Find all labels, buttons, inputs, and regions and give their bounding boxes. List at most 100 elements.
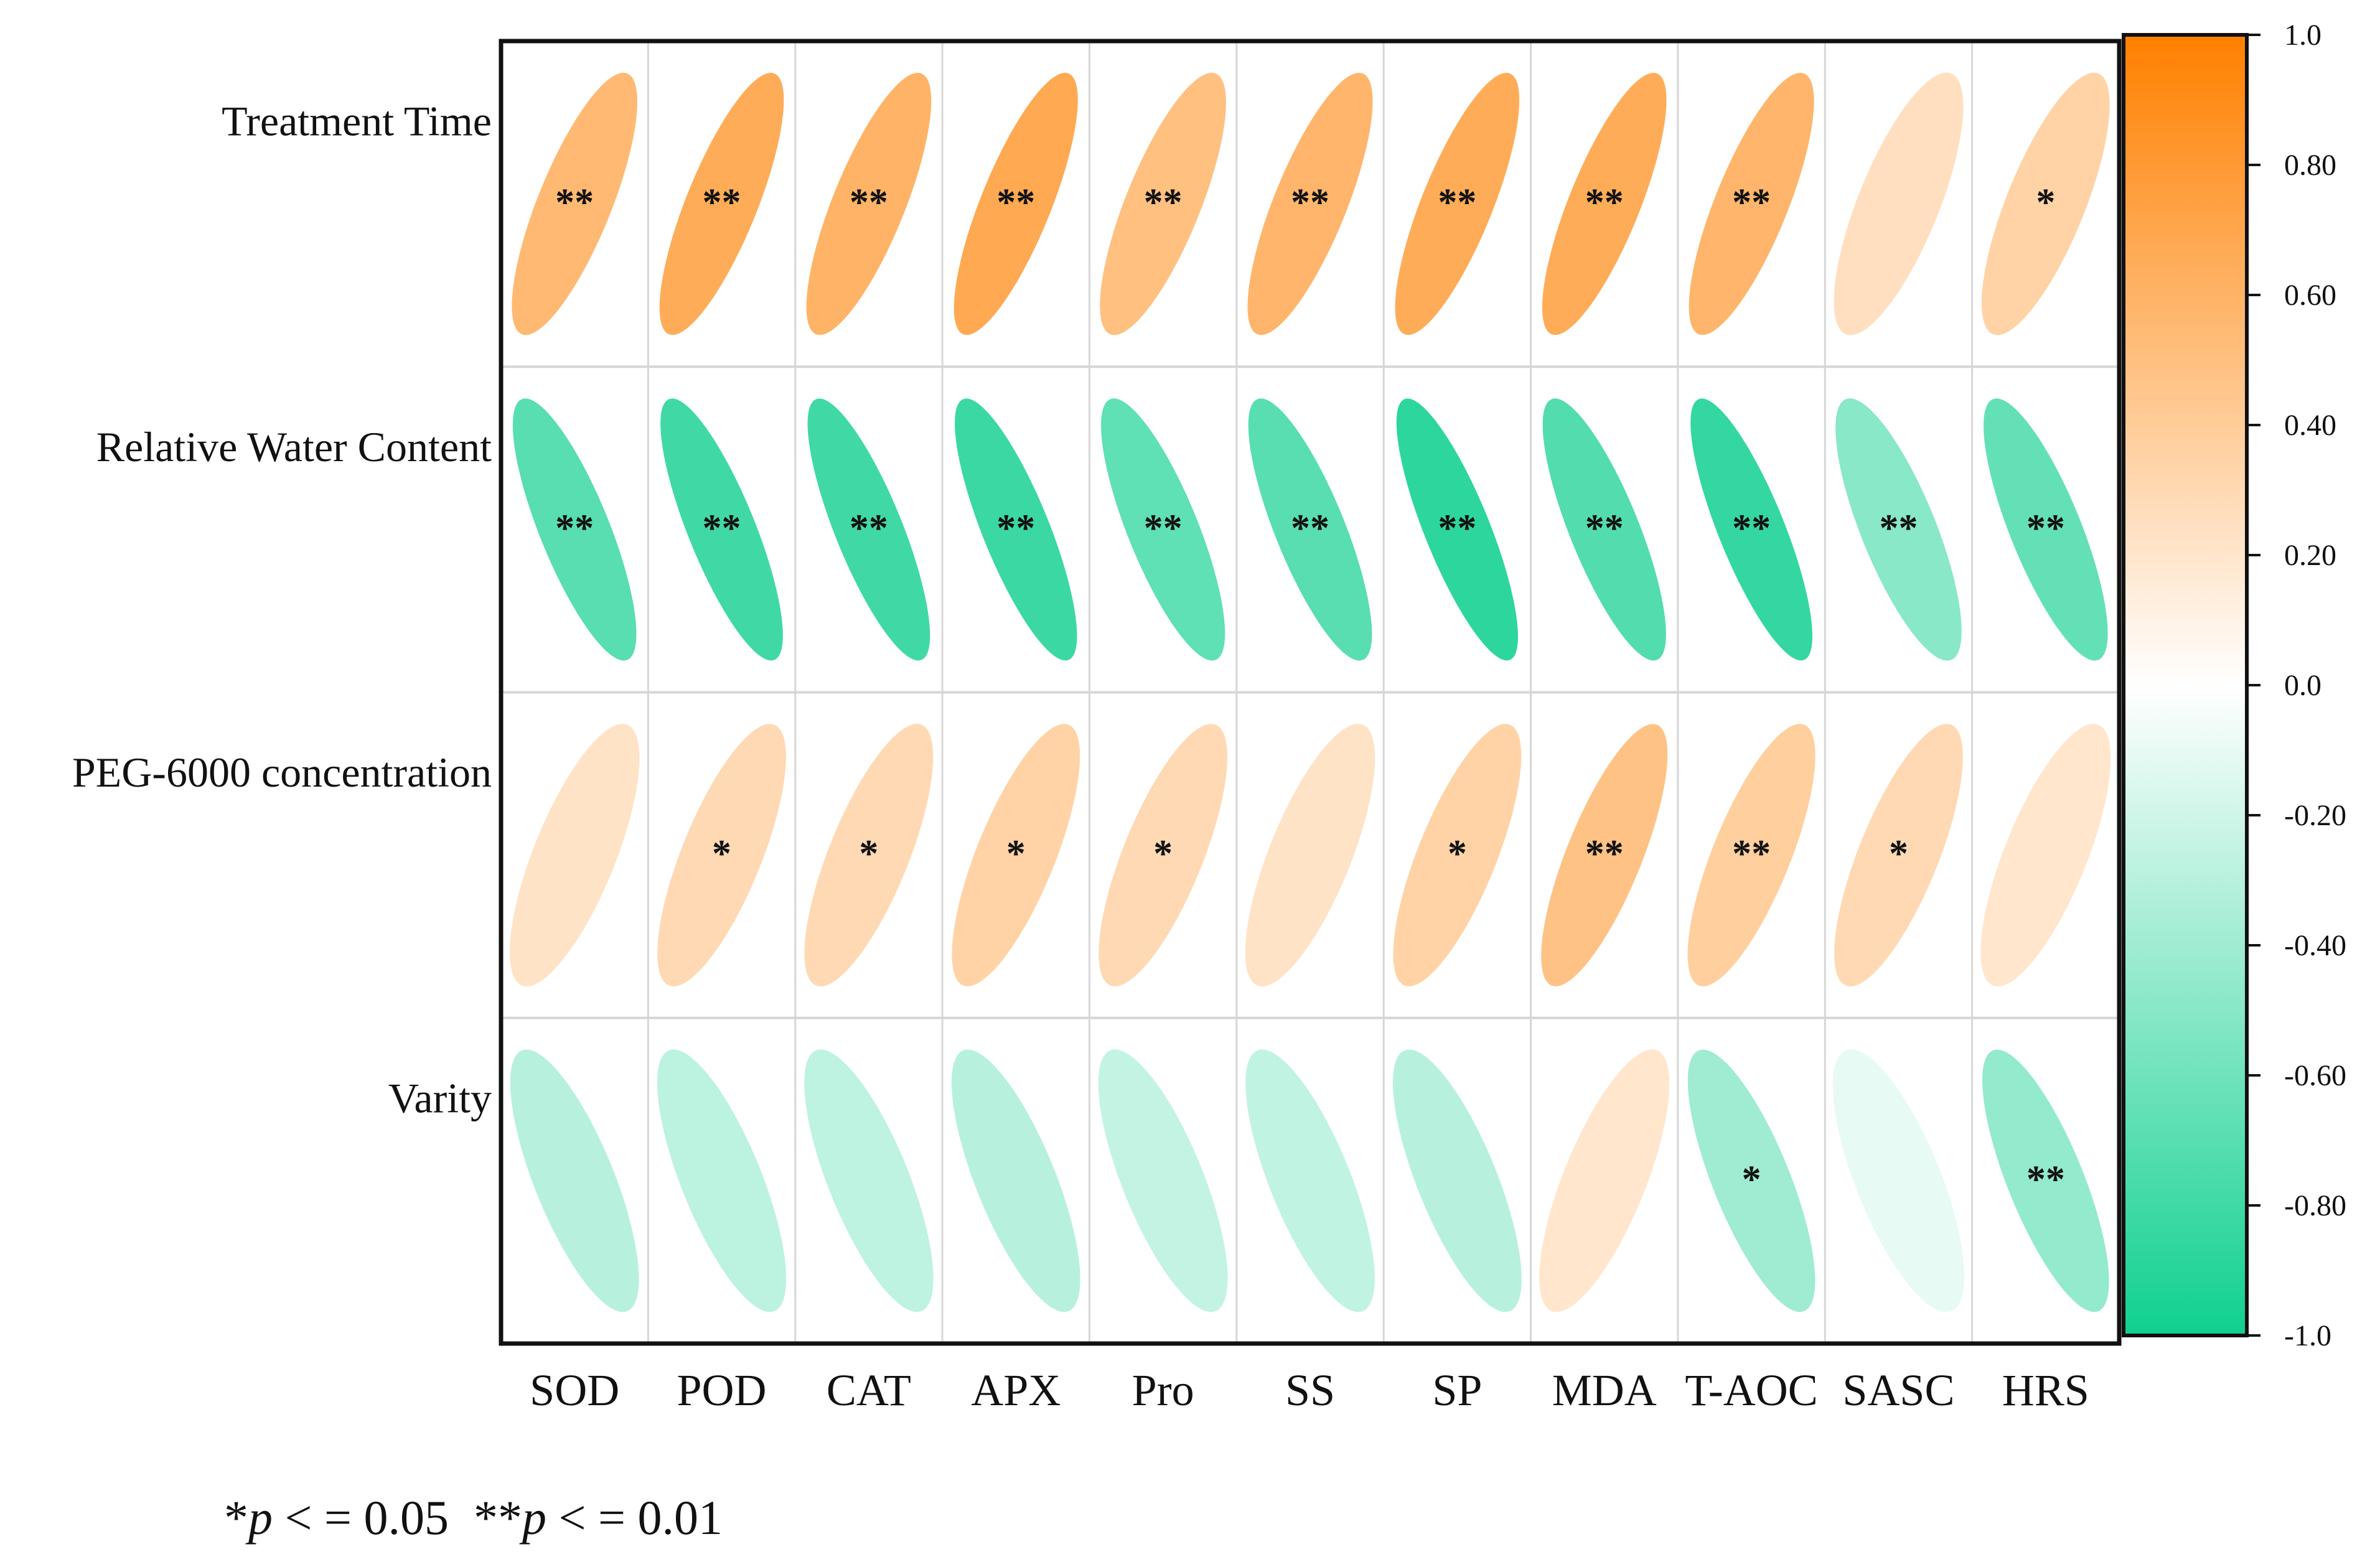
footnote-p001: < = 0.01 [546, 1490, 723, 1545]
colorbar-tick-label: 0.40 [2284, 409, 2336, 442]
colorbar-tick-label: -0.80 [2284, 1189, 2346, 1222]
cell-peg-6000-concentration-ss [1245, 724, 1375, 987]
correlation-ellipse [807, 398, 930, 661]
cell-peg-6000-concentration-t-aoc: ** [1687, 724, 1815, 986]
significance-mark: ** [1438, 182, 1476, 224]
correlation-ellipse [806, 72, 932, 335]
row-label: Relative Water Content [96, 423, 492, 470]
colorbar-tick-label: -0.60 [2284, 1059, 2346, 1092]
cell-peg-6000-concentration-hrs [1980, 724, 2111, 987]
significance-mark: ** [1585, 833, 1624, 875]
cell-peg-6000-concentration-cat: * [804, 724, 934, 987]
correlation-ellipse [1392, 1049, 1522, 1312]
cell-treatment-time-pro: ** [1100, 72, 1226, 335]
correlation-ellipse [804, 1049, 934, 1312]
column-label: Pro [1132, 1365, 1194, 1415]
cell-treatment-time-cat: ** [806, 72, 932, 335]
significance-mark: ** [1144, 507, 1183, 550]
correlation-ellipse [955, 398, 1077, 661]
significance-mark: ** [996, 182, 1035, 224]
correlation-ellipse [1834, 72, 1964, 335]
cell-relative-water-content-t-aoc: ** [1690, 398, 1812, 661]
correlation-ellipse [1542, 398, 1666, 661]
correlation-ellipse [952, 724, 1080, 986]
grid-lines [501, 41, 2119, 1344]
cell-relative-water-content-sod: ** [512, 398, 637, 661]
correlation-ellipse [660, 398, 783, 661]
correlation-ellipse [1396, 398, 1518, 661]
cell-relative-water-content-cat: ** [807, 398, 930, 661]
cell-treatment-time-apx: ** [953, 73, 1078, 335]
column-label: POD [677, 1365, 767, 1415]
cell-treatment-time-t-aoc: ** [1689, 72, 1814, 335]
correlation-ellipse [1539, 1049, 1670, 1312]
significance-mark: ** [850, 182, 888, 224]
cell-peg-6000-concentration-sasc: * [1834, 724, 1963, 987]
column-label: APX [971, 1365, 1061, 1415]
cell-peg-6000-concentration-mda: ** [1541, 724, 1668, 986]
cell-varity-ss [1245, 1049, 1375, 1312]
significance-mark: ** [1291, 182, 1329, 224]
correlation-ellipse [1245, 724, 1375, 987]
cell-relative-water-content-mda: ** [1542, 398, 1666, 661]
significance-mark: ** [1585, 507, 1624, 550]
colorbar-tick-label: -0.20 [2284, 799, 2346, 832]
cell-varity-t-aoc: * [1687, 1049, 1815, 1312]
column-label: T-AOC [1685, 1365, 1817, 1415]
correlation-ellipse [510, 1049, 639, 1312]
cell-treatment-time-sp: ** [1395, 72, 1520, 335]
significance-mark: ** [1438, 507, 1476, 550]
correlation-ellipse [1835, 398, 1962, 661]
significance-mark: * [1448, 833, 1467, 875]
significance-mark: * [1006, 833, 1026, 875]
significance-mark: ** [1585, 182, 1624, 224]
significance-mark: ** [2026, 1158, 2065, 1200]
cell-varity-sod [510, 1049, 639, 1312]
significance-mark: ** [1879, 507, 1918, 550]
row-label: Varity [388, 1074, 492, 1121]
significance-mark: * [712, 833, 731, 875]
column-label: MDA [1552, 1365, 1657, 1415]
colorbar-tick-label: 1.0 [2284, 19, 2321, 52]
column-label: SOD [530, 1365, 619, 1415]
cell-relative-water-content-apx: ** [955, 398, 1077, 661]
cell-relative-water-content-sasc: ** [1835, 398, 1962, 661]
cell-peg-6000-concentration-apx: * [952, 724, 1080, 986]
cell-relative-water-content-ss: ** [1248, 398, 1372, 661]
row-label: PEG-6000 concentration [72, 749, 492, 796]
correlation-ellipse [951, 1049, 1080, 1312]
correlation-ellipse [1832, 1049, 1965, 1312]
cell-treatment-time-mda: ** [1542, 72, 1667, 335]
cell-treatment-time-sod: ** [512, 72, 637, 335]
significance-mark: ** [850, 507, 888, 550]
cell-peg-6000-concentration-pro: * [1099, 724, 1228, 987]
column-label: HRS [2002, 1365, 2089, 1415]
colorbar-tick-label: -1.0 [2284, 1319, 2331, 1352]
footnote-single-star: * [224, 1490, 248, 1545]
colorbar-tick-label: 0.0 [2284, 669, 2321, 702]
footnote: *p < = 0.05 **p < = 0.01 [224, 1490, 723, 1545]
correlation-ellipse [1834, 724, 1963, 987]
cell-peg-6000-concentration-pod: * [657, 724, 786, 987]
significance-mark: ** [2026, 507, 2065, 550]
cell-treatment-time-ss: ** [1247, 72, 1373, 335]
correlation-ellipse [1690, 398, 1812, 661]
cell-relative-water-content-pro: ** [1101, 398, 1225, 661]
significance-mark: ** [703, 182, 741, 224]
significance-mark: ** [1732, 833, 1771, 875]
cell-peg-6000-concentration-sod [509, 724, 640, 987]
colorbar-tick-label: -0.40 [2284, 929, 2346, 962]
correlation-ellipse [1098, 1049, 1228, 1312]
footnote-p1: p [245, 1490, 273, 1545]
correlation-ellipse [1541, 724, 1668, 986]
significance-mark: * [1742, 1158, 1761, 1200]
correlation-ellipse [1689, 72, 1814, 335]
correlation-ellipse [1395, 72, 1520, 335]
correlation-ellipse [1247, 72, 1373, 335]
cell-varity-mda [1539, 1049, 1670, 1312]
significance-mark: * [859, 833, 878, 875]
footnote-p2: p [519, 1490, 546, 1545]
significance-mark: * [2036, 182, 2055, 224]
cell-varity-apx [951, 1049, 1080, 1312]
